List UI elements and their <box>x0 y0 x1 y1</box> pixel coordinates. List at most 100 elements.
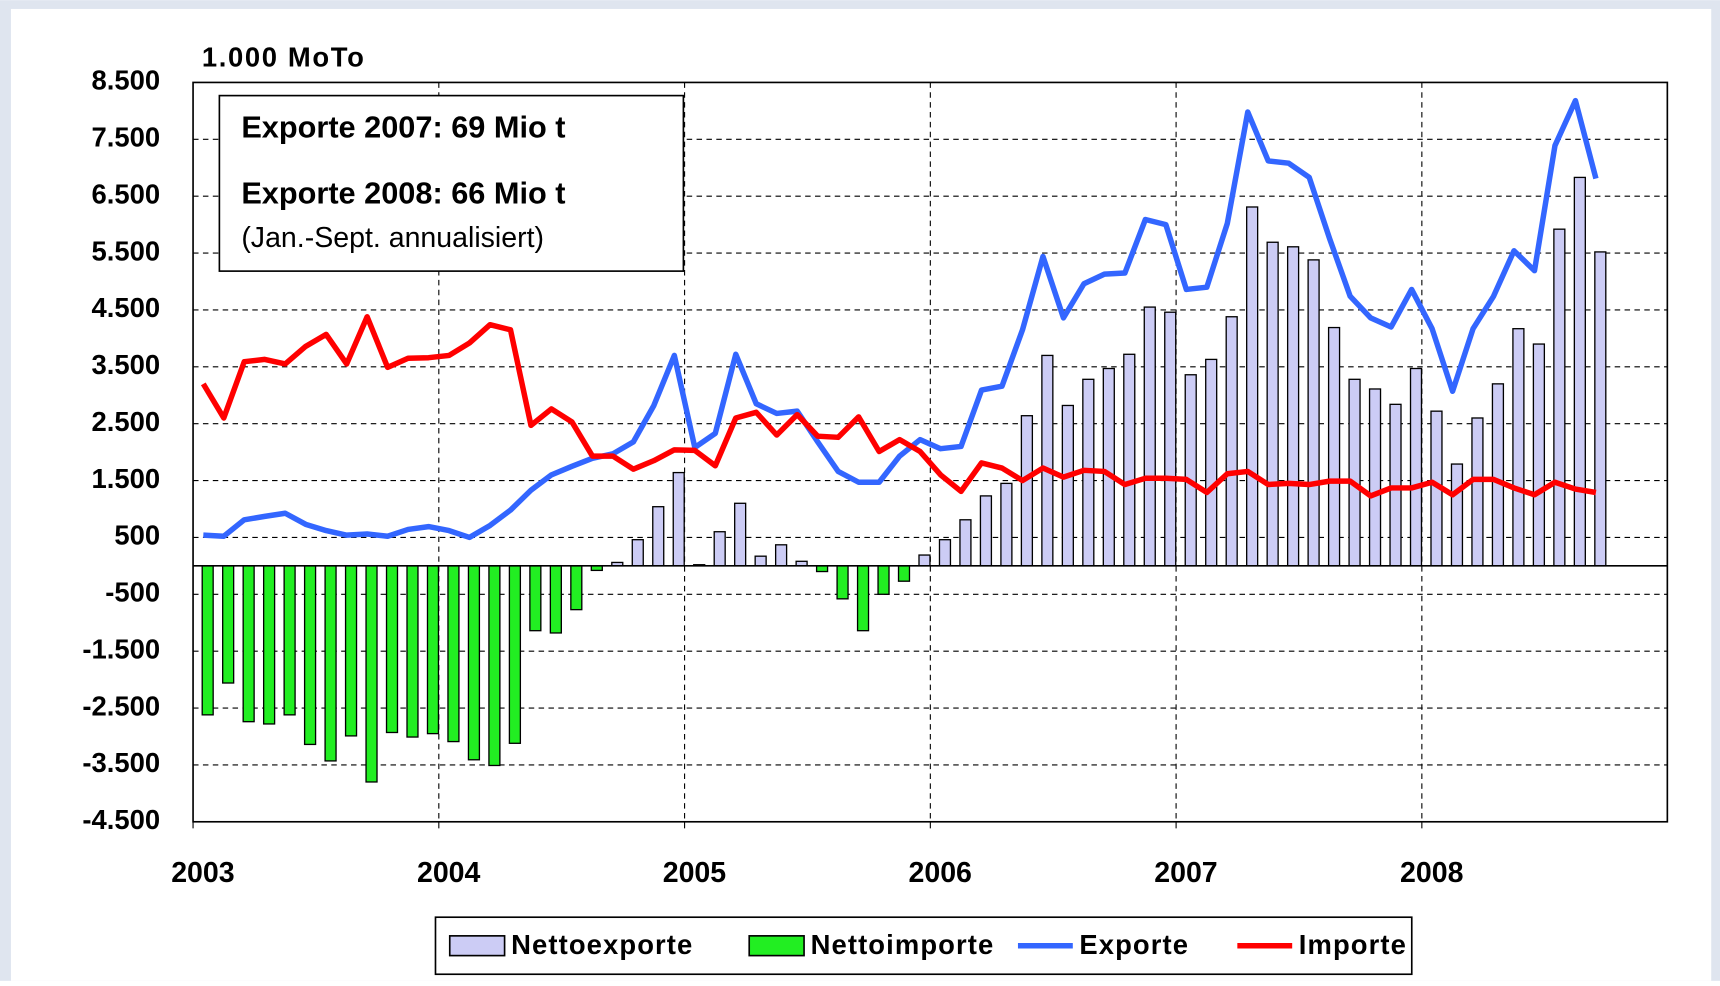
bar <box>1450 463 1464 567</box>
bar <box>734 502 747 567</box>
y-tick-label: 7.500 <box>92 122 161 153</box>
y-tick-label: 6.500 <box>92 178 161 209</box>
x-tick-label: 2007 <box>1154 857 1217 889</box>
y-tick-label: 500 <box>114 520 160 551</box>
bar <box>1164 311 1177 567</box>
bar <box>262 565 276 725</box>
y-tick-label: 5.500 <box>92 235 161 266</box>
bar <box>1368 388 1382 567</box>
bar <box>447 565 460 743</box>
bar <box>836 565 849 600</box>
bar <box>713 531 726 567</box>
bar <box>1205 358 1218 567</box>
bar <box>652 506 665 567</box>
bar <box>631 539 644 567</box>
bar <box>1020 415 1034 567</box>
bar <box>1471 417 1484 567</box>
bar <box>1286 246 1300 567</box>
bar <box>1102 367 1115 567</box>
legend-label: Nettoimporte <box>811 929 995 960</box>
legend-swatch <box>448 935 506 957</box>
bar <box>774 544 788 567</box>
bar <box>1594 251 1607 567</box>
bar <box>1123 353 1136 567</box>
bar <box>303 565 317 746</box>
bar <box>508 565 522 744</box>
bar <box>1553 228 1566 567</box>
unit-label: 1.000 MoTo <box>202 42 366 73</box>
x-tick-label: 2004 <box>417 857 481 889</box>
bar <box>979 495 993 567</box>
bar <box>344 565 358 737</box>
bar <box>1184 374 1197 567</box>
legend-label: Exporte <box>1079 929 1189 960</box>
bar <box>897 565 911 582</box>
line <box>203 97 1599 541</box>
bar <box>918 554 931 567</box>
bar <box>1000 482 1013 567</box>
y-tick-label: 2.500 <box>92 406 161 437</box>
bar <box>672 471 685 567</box>
bar <box>856 565 870 632</box>
x-tick-label: 2006 <box>908 857 971 889</box>
bar <box>1491 383 1505 567</box>
y-tick-label: 3.500 <box>92 349 161 380</box>
y-tick-label: 1.500 <box>92 463 161 494</box>
bar <box>426 565 440 735</box>
bar <box>1041 354 1054 567</box>
bar <box>1512 328 1525 567</box>
bar <box>1225 316 1238 567</box>
y-tick-label: -1.500 <box>82 633 160 664</box>
bar <box>1307 259 1320 567</box>
bar <box>242 565 255 723</box>
bar <box>529 565 542 632</box>
legend-swatch <box>748 935 805 957</box>
x-tick-label: 2003 <box>171 857 234 889</box>
y-tick-label: 4.500 <box>92 292 161 323</box>
bar <box>283 565 296 716</box>
bar <box>488 565 501 767</box>
bar <box>1348 378 1361 567</box>
x-tick-label: 2005 <box>663 857 727 889</box>
y-tick-label: -500 <box>105 577 160 608</box>
y-tick-label: -4.500 <box>82 804 160 835</box>
bar <box>1532 343 1546 567</box>
annotation: Exporte 2007: 69 Mio t <box>241 110 565 145</box>
annotation-box <box>218 94 685 272</box>
bar <box>1409 367 1423 567</box>
bar <box>385 565 399 734</box>
y-tick-label: -2.500 <box>82 690 160 721</box>
plot: 8.500 7.500 6.500 5.500 4.500 3.500 2.500 1.500… <box>82 65 1668 889</box>
bar <box>754 555 767 567</box>
annotation: Exporte 2008: 66 Mio t <box>241 176 565 211</box>
bar <box>222 565 235 684</box>
bar <box>1573 176 1586 567</box>
bar <box>1246 206 1259 567</box>
bar <box>549 565 562 634</box>
bar <box>365 565 378 783</box>
bar <box>201 565 214 716</box>
x-tick-label: 2008 <box>1400 857 1463 889</box>
annotation: (Jan.-Sept. annualisiert) <box>241 222 544 254</box>
bar <box>1389 403 1402 567</box>
legend-label: Importe <box>1299 929 1407 960</box>
bar <box>406 565 419 738</box>
bar <box>1327 326 1341 567</box>
y-tick-label: 8.500 <box>92 65 161 96</box>
line <box>200 314 1597 499</box>
bar <box>959 519 972 567</box>
bar <box>938 539 952 567</box>
bar <box>324 565 337 762</box>
bar <box>1143 306 1156 567</box>
bar <box>570 565 583 611</box>
bar <box>815 565 829 573</box>
bar <box>1061 404 1074 567</box>
legend: Nettoexporte Nettoimporte Exporte Importe <box>448 929 1407 960</box>
legend-label: Nettoexporte <box>511 929 693 960</box>
bar <box>877 565 890 595</box>
bar <box>467 565 481 761</box>
bar <box>1266 241 1279 567</box>
y-tick-label: -3.500 <box>82 747 160 778</box>
